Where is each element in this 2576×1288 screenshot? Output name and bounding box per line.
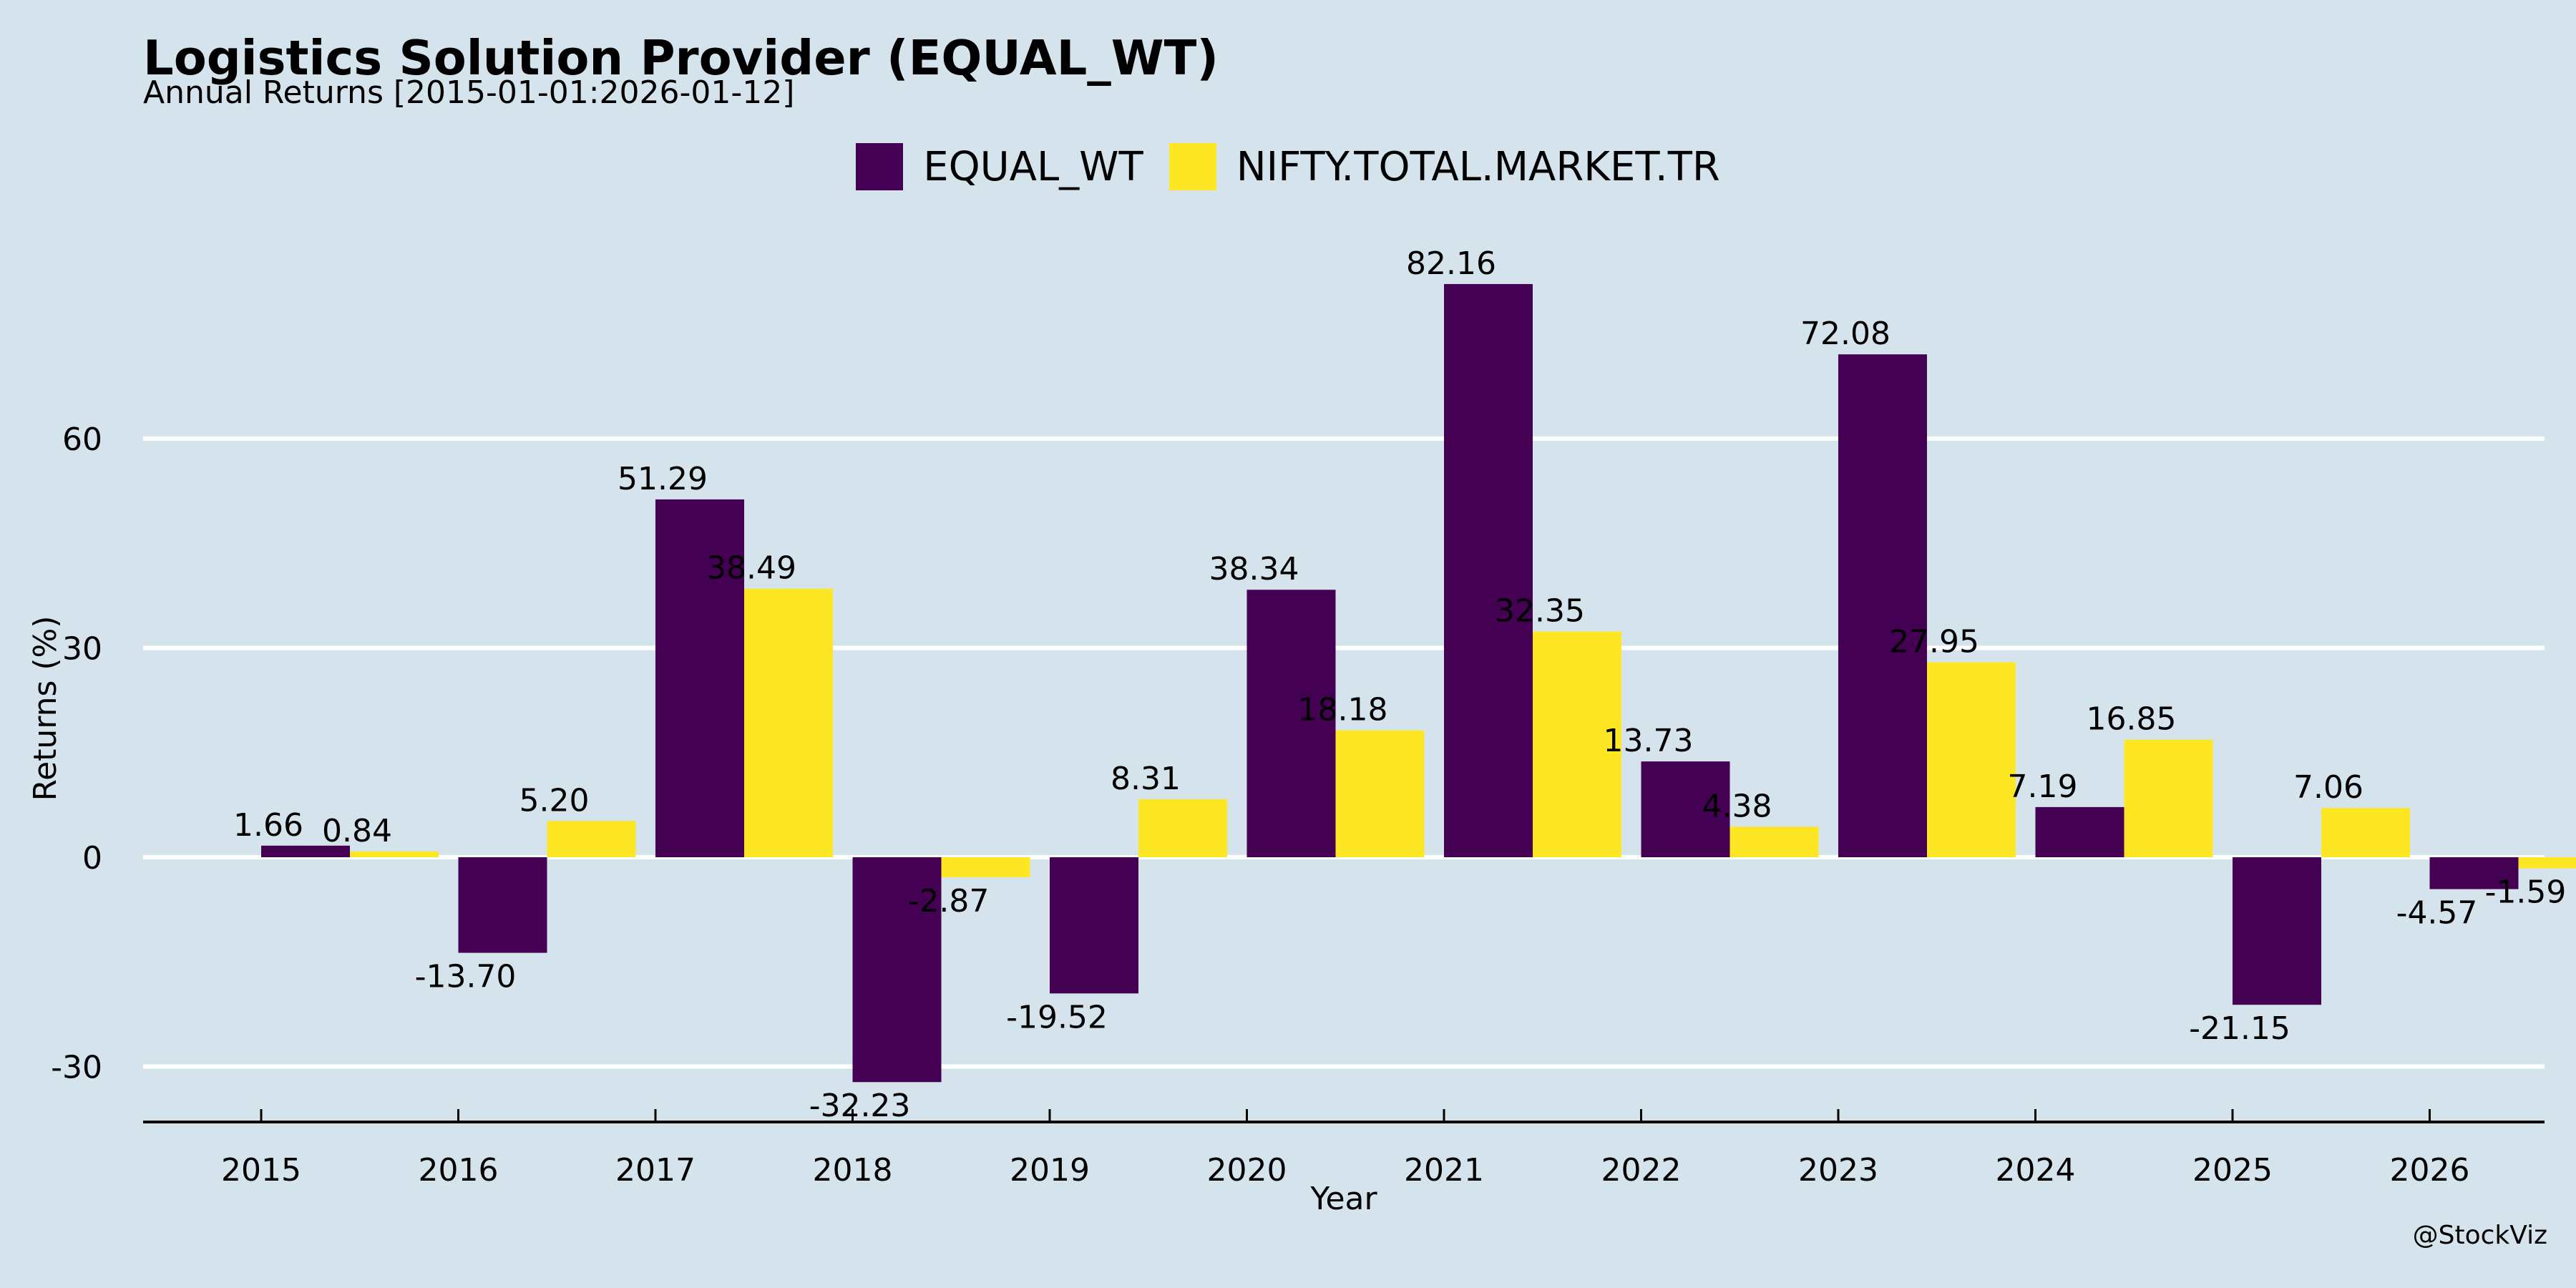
legend-swatch-equal-wt: [856, 143, 904, 190]
x-tick-label: 2025: [2192, 1152, 2273, 1189]
data-label: -13.70: [415, 959, 517, 995]
legend-label-equal-wt: EQUAL_WT: [923, 143, 1143, 190]
x-tick-label: 2015: [221, 1152, 301, 1189]
data-label: 82.16: [1406, 245, 1496, 282]
y-tick-label: 30: [62, 631, 102, 668]
data-label: 38.49: [706, 550, 796, 587]
data-label: 32.35: [1495, 593, 1585, 630]
legend-item-equal-wt: EQUAL_WT: [856, 143, 1143, 190]
bar-equal-wt-2015: [261, 845, 350, 857]
bar-equal-wt-2016: [458, 857, 547, 953]
bar-nifty-2016: [547, 821, 636, 857]
legend-swatch-nifty: [1169, 143, 1216, 190]
bar-nifty-2020: [1335, 730, 1425, 857]
data-label: 7.19: [2008, 769, 2078, 805]
bar-equal-wt-2022: [1641, 761, 1730, 857]
bar-nifty-2021: [1533, 631, 1621, 857]
y-tick-label: 60: [62, 421, 102, 458]
y-axis-title: Returns (%): [27, 615, 64, 801]
x-tick-label: 2021: [1404, 1152, 1484, 1189]
bar-equal-wt-2025: [2233, 857, 2321, 1005]
x-tick-label: 2020: [1207, 1152, 1287, 1189]
data-label: 18.18: [1298, 692, 1388, 728]
axes: -30 0 30 60 2015 2016 2017 2018 2019 2020 2021 2022…: [51, 421, 2545, 1189]
bar-nifty-2023: [1927, 662, 2016, 857]
data-label: 16.85: [2087, 701, 2177, 738]
bar-nifty-2015: [350, 851, 439, 857]
data-label: 1.66: [233, 807, 303, 844]
x-tick-label: 2024: [1996, 1152, 2076, 1189]
x-tick-label: 2026: [2390, 1152, 2470, 1189]
bars: [261, 283, 2576, 1083]
chart-title: Logistics Solution Provider (EQUAL_WT): [143, 30, 1219, 86]
chart-subtitle: Annual Returns [2015-01-01:2026-01-12]: [143, 74, 795, 111]
bar-equal-wt-2021: [1444, 283, 1533, 857]
bar-nifty-2024: [2124, 739, 2213, 857]
x-tick-label: 2022: [1601, 1152, 1682, 1189]
data-label: 51.29: [618, 461, 708, 497]
data-label: -1.59: [2485, 874, 2567, 911]
data-label: 0.84: [322, 813, 392, 849]
x-tick-label: 2019: [1010, 1152, 1090, 1189]
bar-nifty-2022: [1729, 826, 1819, 857]
y-tick-label: -30: [51, 1050, 102, 1086]
legend: EQUAL_WT NIFTY.TOTAL.MARKET.TR: [0, 143, 2576, 190]
data-label: 7.06: [2293, 769, 2363, 806]
x-axis-title: Year: [1309, 1181, 1377, 1217]
data-label: 72.08: [1800, 316, 1890, 352]
bar-nifty-2019: [1138, 799, 1227, 857]
data-label: 5.20: [519, 782, 590, 819]
data-label: -19.52: [1006, 999, 1108, 1035]
watermark: @StockViz: [2412, 1221, 2547, 1250]
data-labels: 1.66 0.84 -13.70 5.20 51.29 38.49 -32.23 -2.87 -…: [233, 245, 2566, 1124]
legend-label-nifty: NIFTY.TOTAL.MARKET.TR: [1236, 143, 1720, 190]
y-tick-label: 0: [82, 840, 102, 877]
bar-nifty-2026: [2518, 857, 2576, 869]
x-tick-label: 2016: [419, 1152, 499, 1189]
data-label: 27.95: [1889, 623, 1979, 660]
bar-equal-wt-2019: [1050, 857, 1138, 994]
bar-nifty-2017: [744, 588, 833, 857]
data-label: 4.38: [1702, 788, 1772, 824]
bar-equal-wt-2024: [2035, 806, 2124, 857]
data-label: 38.34: [1209, 551, 1299, 587]
data-label: 8.31: [1111, 761, 1181, 797]
bar-equal-wt-2026: [2429, 857, 2519, 889]
bar-equal-wt-2017: [655, 499, 744, 857]
data-label: -32.23: [809, 1088, 911, 1124]
legend-item-nifty: NIFTY.TOTAL.MARKET.TR: [1169, 143, 1720, 190]
x-tick-label: 2017: [615, 1152, 696, 1189]
bar-nifty-2018: [941, 857, 1030, 877]
bar-equal-wt-2020: [1246, 590, 1336, 857]
x-tick-label: 2023: [1798, 1152, 1878, 1189]
data-label: -4.57: [2396, 895, 2478, 932]
data-label: -21.15: [2189, 1010, 2290, 1047]
bar-equal-wt-2018: [852, 857, 942, 1083]
data-label: -2.87: [908, 883, 990, 919]
bar-equal-wt-2023: [1838, 354, 1927, 858]
data-label: 13.73: [1604, 723, 1694, 759]
bar-nifty-2025: [2321, 808, 2410, 857]
x-tick-label: 2018: [813, 1152, 893, 1189]
